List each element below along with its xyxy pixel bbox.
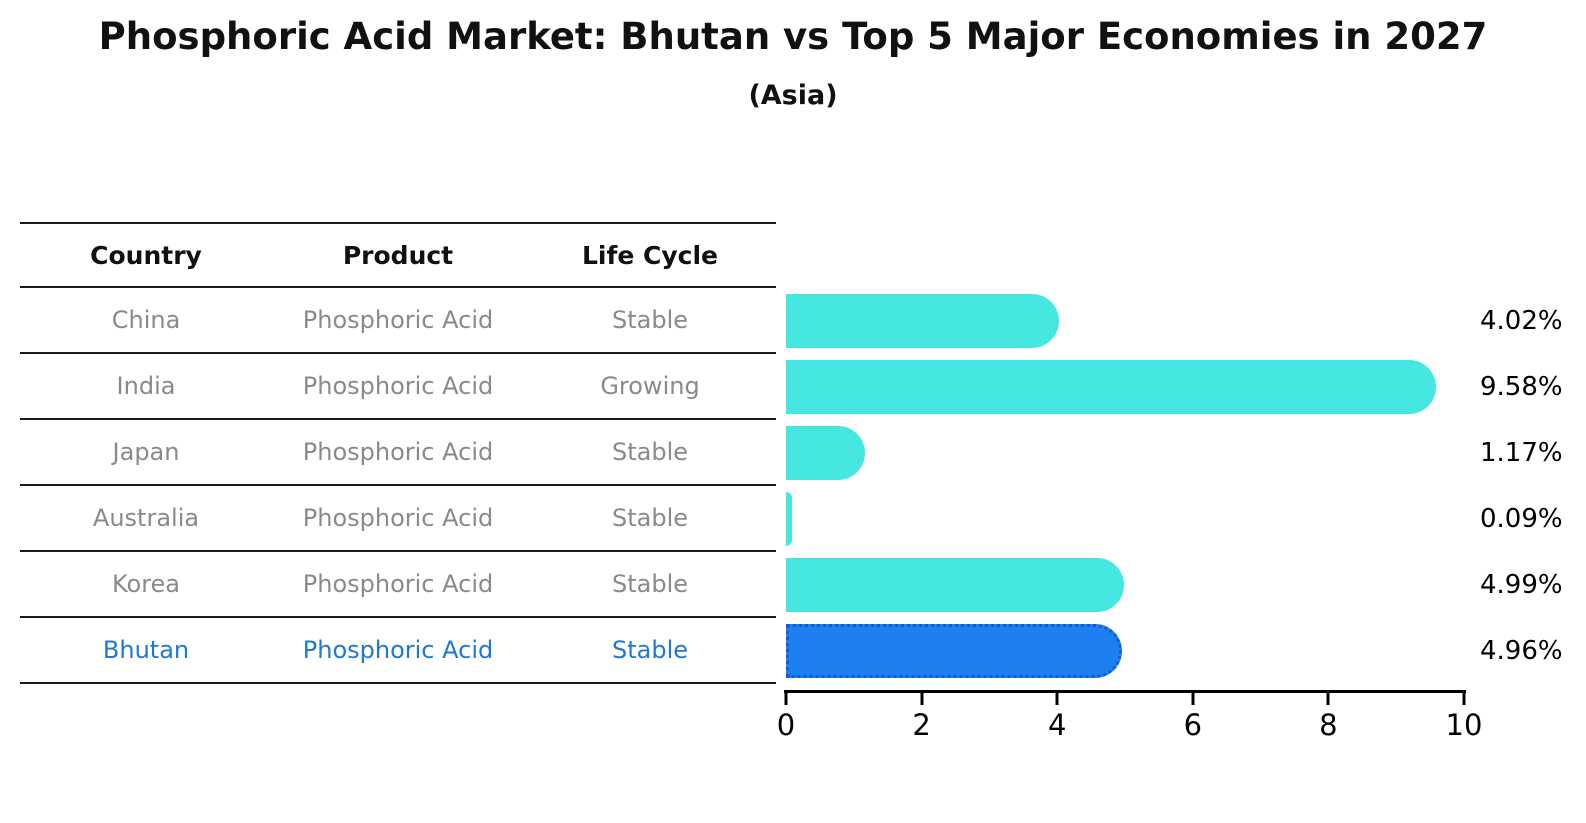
cell-product: Phosphoric Acid — [302, 504, 494, 532]
cell-life-cycle: Stable — [611, 504, 689, 532]
bar-row — [786, 486, 1464, 552]
bar-value-label-china: 4.02% — [1480, 306, 1563, 336]
cell-life-cycle: Stable — [611, 306, 689, 334]
bar-row — [786, 552, 1464, 618]
table-header-row: Country Product Life Cycle — [20, 222, 776, 288]
bar-bhutan — [786, 624, 1123, 678]
table-row-australia: Australia Phosphoric Acid Stable — [20, 486, 776, 552]
column-header-life-cycle: Life Cycle — [581, 240, 719, 270]
cell-country: India — [116, 372, 176, 400]
column-header-country: Country — [90, 240, 202, 270]
cell-country: Korea — [111, 570, 181, 598]
page-title: Phosphoric Acid Market: Bhutan vs Top 5 … — [98, 15, 1488, 58]
table-row-india: India Phosphoric Acid Growing — [20, 354, 776, 420]
bar-value-label-australia: 0.09% — [1480, 504, 1563, 534]
x-tick — [1326, 690, 1330, 705]
x-tick-label: 0 — [776, 708, 796, 742]
x-tick-label: 4 — [1047, 708, 1067, 742]
bar-india — [786, 360, 1436, 414]
country-table: Country Product Life Cycle China Phospho… — [20, 222, 776, 684]
cell-country: Bhutan — [102, 636, 190, 664]
bar-row — [786, 288, 1464, 354]
cell-product: Phosphoric Acid — [302, 372, 494, 400]
bar-chart: 0 2 4 6 8 10 — [777, 288, 1482, 758]
table-row-bhutan: Bhutan Phosphoric Acid Stable — [20, 618, 776, 684]
column-header-product: Product — [342, 240, 454, 270]
x-tick — [1055, 690, 1059, 705]
cell-country: Australia — [92, 504, 200, 532]
bar-value-label-japan: 1.17% — [1480, 438, 1563, 468]
value-label-column: 4.02% 9.58% 1.17% 0.09% 4.99% 4.96% — [1480, 288, 1586, 684]
cell-product: Phosphoric Acid — [302, 636, 494, 664]
page-subtitle: (Asia) — [748, 80, 838, 111]
bar-korea — [786, 558, 1125, 612]
x-tick-label: 2 — [912, 708, 931, 742]
cell-product: Phosphoric Acid — [302, 570, 494, 598]
cell-life-cycle: Growing — [600, 372, 700, 400]
cell-product: Phosphoric Acid — [302, 438, 494, 466]
cell-country: China — [111, 306, 181, 334]
bar-row — [786, 420, 1464, 486]
cell-life-cycle: Stable — [611, 438, 689, 466]
cell-life-cycle: Stable — [611, 570, 689, 598]
x-tick-label: 8 — [1319, 708, 1338, 742]
bar-australia — [786, 492, 793, 546]
x-tick — [784, 690, 788, 705]
bar-value-label-bhutan: 4.96% — [1480, 636, 1563, 666]
bar-china — [786, 294, 1059, 348]
x-tick — [920, 690, 924, 705]
bar-row — [786, 618, 1464, 684]
bar-row — [786, 354, 1464, 420]
x-tick-label: 10 — [1445, 708, 1483, 742]
cell-country: Japan — [112, 438, 180, 466]
x-axis-line — [784, 690, 1466, 693]
bar-value-label-india: 9.58% — [1480, 372, 1563, 402]
bar-value-label-korea: 4.99% — [1480, 570, 1563, 600]
table-row-korea: Korea Phosphoric Acid Stable — [20, 552, 776, 618]
table-row-china: China Phosphoric Acid Stable — [20, 288, 776, 354]
x-tick — [1462, 690, 1466, 705]
table-row-japan: Japan Phosphoric Acid Stable — [20, 420, 776, 486]
x-tick-label: 6 — [1183, 708, 1203, 742]
bar-plot-area — [786, 288, 1464, 684]
cell-product: Phosphoric Acid — [302, 306, 494, 334]
x-tick — [1191, 690, 1195, 705]
bar-japan — [786, 426, 866, 480]
cell-life-cycle: Stable — [611, 636, 689, 664]
